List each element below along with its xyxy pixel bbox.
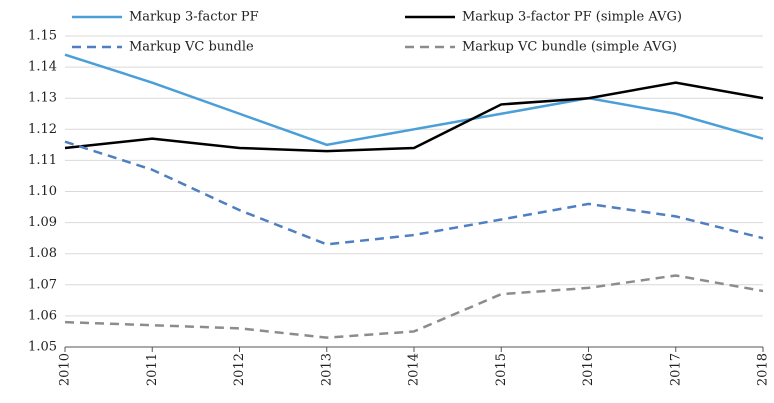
legend-label: Markup 3-factor PF (simple AVG) (462, 10, 682, 25)
x-tick-label: 2018 (756, 353, 771, 386)
y-tick-label: 1.11 (28, 153, 57, 168)
x-tick-label: 2014 (407, 353, 422, 386)
x-tick-label: 2010 (58, 353, 73, 386)
x-tick-label: 2013 (319, 353, 334, 386)
y-tick-label: 1.14 (28, 60, 57, 75)
legend-label: Markup VC bundle (simple AVG) (462, 40, 677, 55)
legend-label: Markup 3-factor PF (129, 10, 259, 25)
y-tick-label: 1.08 (28, 246, 57, 261)
series-line (64, 140, 764, 246)
series-line (64, 274, 764, 339)
x-tick-label: 2017 (668, 353, 683, 386)
y-tick-label: 1.09 (28, 215, 57, 230)
y-tick-label: 1.05 (28, 340, 57, 355)
y-tick-label: 1.06 (28, 308, 57, 323)
y-tick-label: 1.10 (28, 184, 57, 199)
y-tick-label: 1.12 (28, 122, 57, 137)
x-tick-label: 2016 (581, 353, 596, 386)
series-line (64, 81, 764, 153)
x-tick-label: 2011 (145, 353, 160, 386)
x-tick-label: 2015 (494, 353, 509, 386)
y-tick-label: 1.07 (28, 277, 57, 292)
legend-label: Markup VC bundle (129, 40, 254, 55)
y-tick-label: 1.13 (28, 91, 57, 106)
x-tick-label: 2012 (232, 353, 247, 386)
series-line (64, 53, 764, 147)
y-tick-label: 1.15 (28, 29, 57, 44)
